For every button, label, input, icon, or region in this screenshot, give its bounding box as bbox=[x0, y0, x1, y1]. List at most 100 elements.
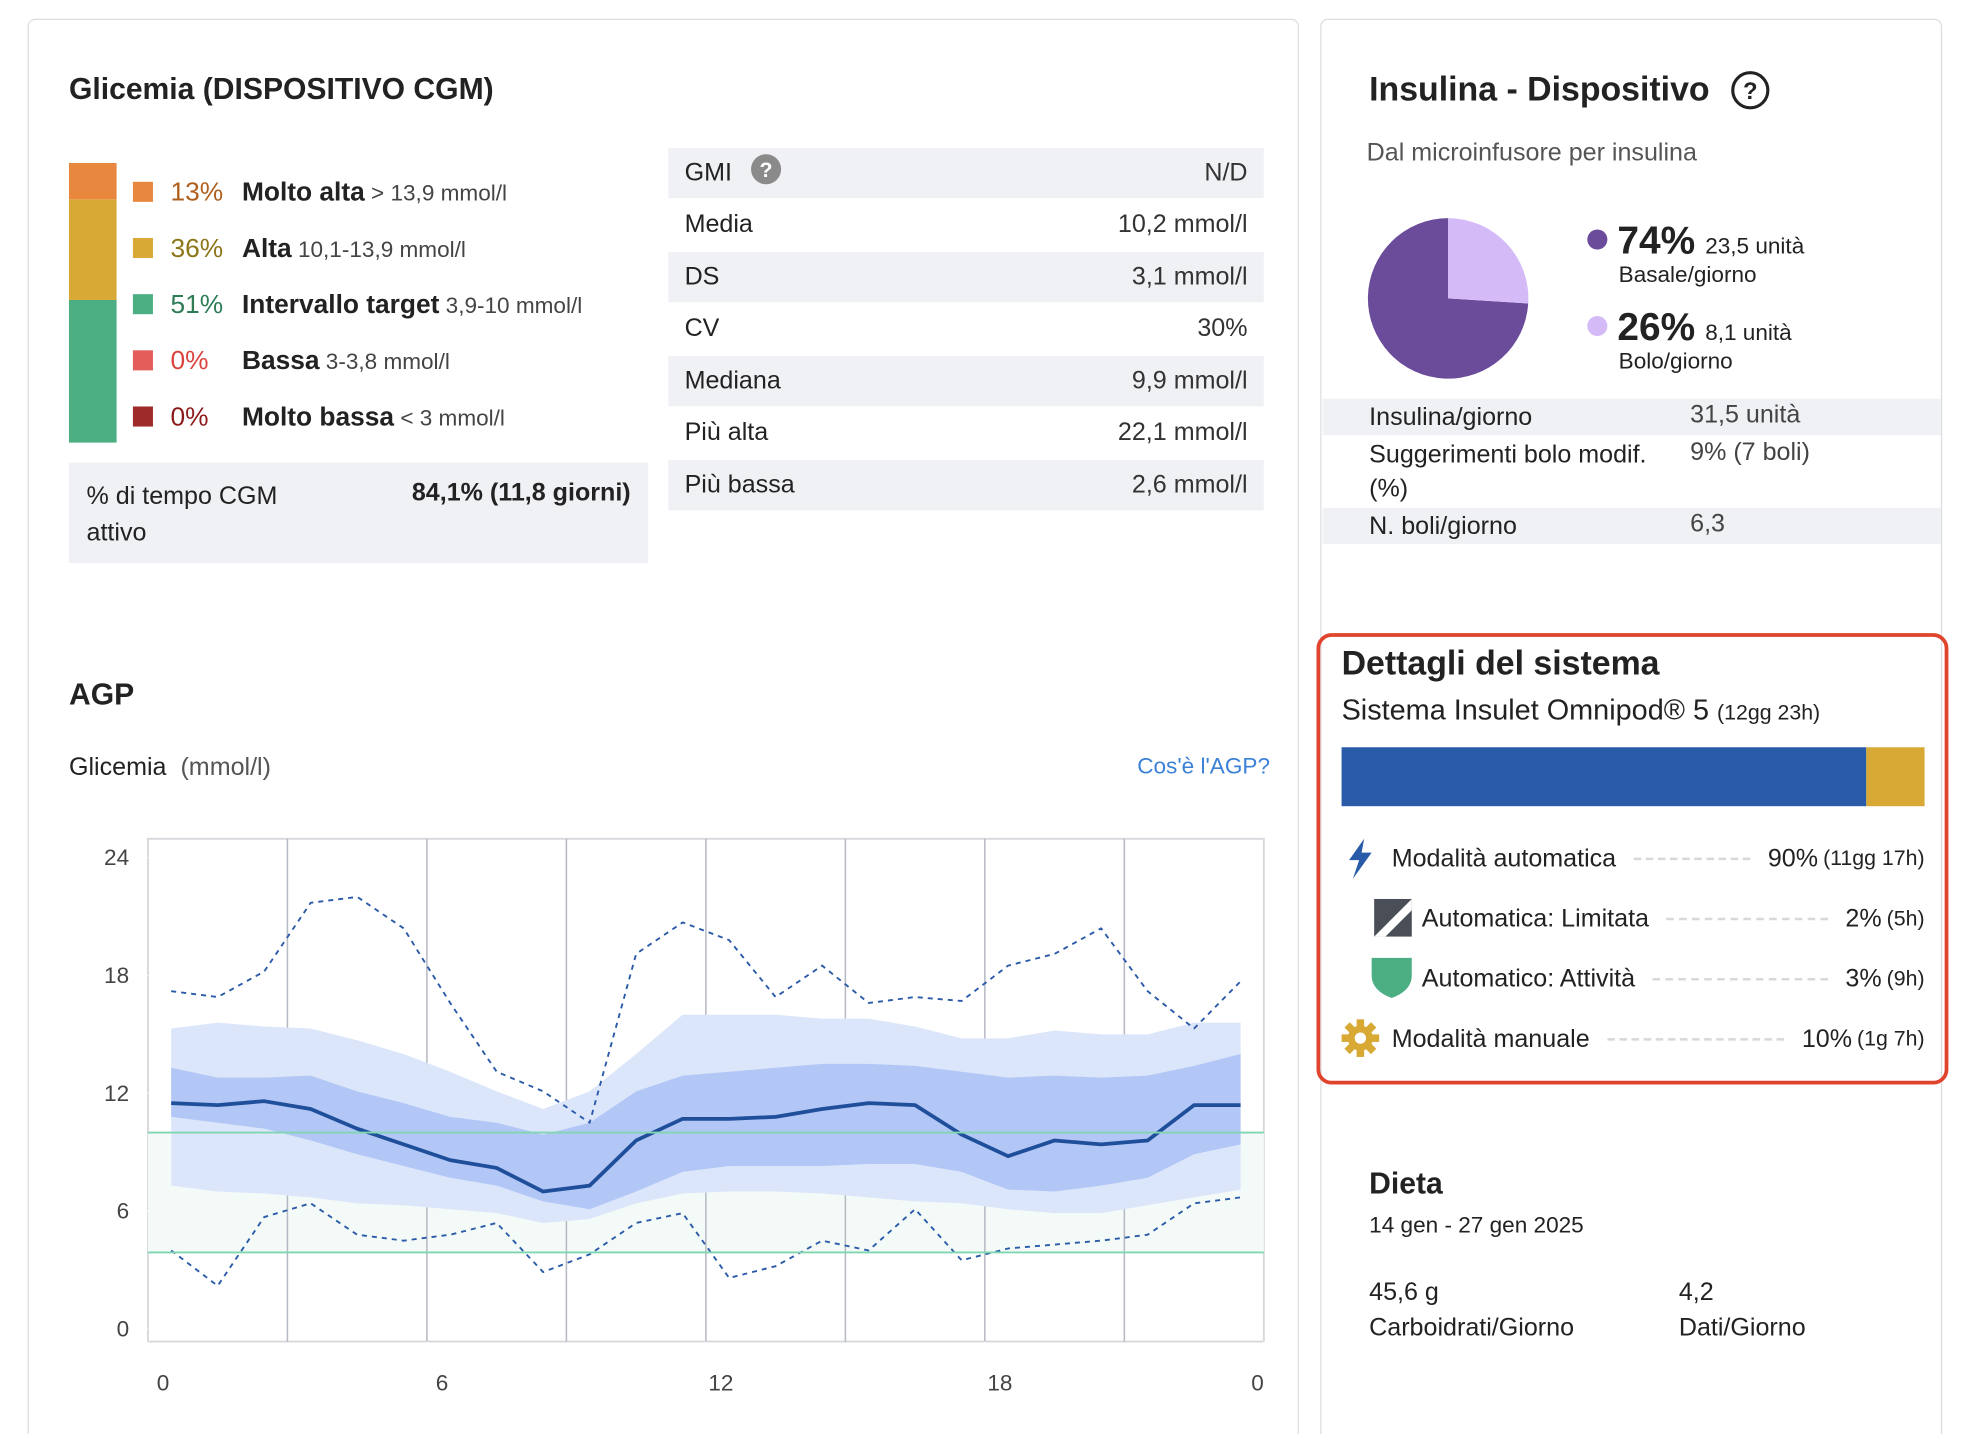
range-limit: 10,1-13,9 mmol/l bbox=[298, 237, 466, 262]
mode-time: (1g 7h) bbox=[1857, 1026, 1925, 1051]
legend-dot bbox=[1587, 315, 1608, 337]
stats-row: DS 3,1 mmol/l bbox=[668, 252, 1264, 303]
row-label: Suggerimenti bolo modif. (%) bbox=[1369, 441, 1647, 503]
name: Sistema Insulet Omnipod® 5 bbox=[1341, 693, 1710, 726]
cgm-active-box: % di tempo CGM attivo 84,1% (11,8 giorni… bbox=[68, 462, 649, 563]
diet-value: 4,2 bbox=[1678, 1278, 1714, 1307]
stats-row: CV 30% bbox=[668, 304, 1264, 354]
mode-icons bbox=[1341, 838, 1412, 1057]
mode-row: Modalità manuale 10% (1g 7h) bbox=[1392, 1021, 1925, 1059]
range-name: Molto alta bbox=[242, 177, 365, 207]
pie-pct: 74% bbox=[1617, 219, 1695, 262]
range-name: Molto bassa bbox=[242, 401, 394, 431]
stat-label: GMI bbox=[684, 158, 732, 187]
insulin-row: N. boli/giorno 6,3 bbox=[1322, 507, 1941, 545]
pie-category: Bolo/giorno bbox=[1619, 349, 1733, 374]
range-label: Intervallo target 3,9-10 mmol/l bbox=[242, 289, 582, 319]
mode-pct: 3% bbox=[1845, 964, 1882, 993]
mode-name: Automatico: Attività bbox=[1421, 964, 1636, 993]
section-title: Glicemia (DISPOSITIVO CGM) bbox=[68, 72, 494, 107]
stat-label: Più bassa bbox=[684, 470, 795, 499]
diet-label: Dati/Giorno bbox=[1678, 1313, 1806, 1342]
insulin-title: Insulina - Dispositivo bbox=[1369, 70, 1710, 108]
pie-label: 26% 8,1 unità bbox=[1617, 306, 1792, 349]
legend-dot bbox=[1587, 229, 1608, 250]
range-pct: 51% bbox=[171, 289, 224, 319]
range-name: Bassa bbox=[242, 345, 320, 375]
mode-pct: 10% bbox=[1801, 1024, 1853, 1053]
pie-amount: 8,1 unità bbox=[1705, 320, 1792, 345]
range-segment bbox=[68, 162, 117, 200]
pie-slice bbox=[1448, 218, 1529, 304]
diet-dates: 14 gen - 27 gen 2025 bbox=[1369, 1212, 1584, 1238]
mode-segment bbox=[1866, 747, 1925, 807]
stats-row: Più bassa 2,6 mmol/l bbox=[668, 460, 1264, 511]
pie-slice bbox=[1367, 218, 1529, 379]
median-line bbox=[171, 1099, 1241, 1194]
pie-amount: 23,5 unità bbox=[1705, 233, 1804, 258]
mode-bar bbox=[1341, 747, 1925, 807]
system-name: Sistema Insulet Omnipod® 5 (12gg 23h) bbox=[1342, 693, 1821, 727]
range-limit: 3-3,8 mmol/l bbox=[326, 349, 450, 374]
stat-label: CV bbox=[684, 314, 720, 343]
range-name: Alta bbox=[242, 233, 292, 263]
stats-row: Mediana 9,9 mmol/l bbox=[668, 356, 1264, 407]
mode-time: (9h) bbox=[1886, 966, 1925, 991]
range-pct: 0% bbox=[171, 401, 209, 431]
mode-segment bbox=[1341, 747, 1867, 807]
range-limit: < 3 mmol/l bbox=[400, 405, 505, 430]
stats-row: Media 10,2 mmol/l bbox=[668, 200, 1264, 250]
agp-link[interactable]: Cos'è l'AGP? bbox=[1137, 753, 1271, 779]
row-label: N. boli/giorno bbox=[1369, 512, 1517, 541]
cgm-active-value: 84,1% (11,8 giorni) bbox=[411, 478, 631, 507]
mode-row: Automatico: Attività 3% (9h) bbox=[1422, 960, 1925, 998]
unit: (mmol/l) bbox=[180, 753, 271, 782]
legend-swatch bbox=[132, 237, 153, 259]
range-chart: 13% Molto alta > 13,9 mmol/l 36% Alta 10,1-13… bbox=[68, 162, 582, 443]
range-segment bbox=[68, 199, 117, 300]
insulin-row: Insulina/giorno 31,5 unità bbox=[1322, 398, 1941, 436]
legend-swatch bbox=[132, 350, 153, 371]
y-tick-label: 24 bbox=[104, 845, 129, 870]
stat-value: 9,9 mmol/l bbox=[1131, 366, 1248, 395]
system-title: Dettagli del sistema bbox=[1341, 644, 1660, 683]
agp-axis-label: Glicemia (mmol/l) bbox=[69, 754, 271, 783]
stat-value: N/D bbox=[1204, 158, 1248, 187]
legend-swatch bbox=[132, 181, 153, 202]
range-pct: 36% bbox=[171, 233, 224, 263]
y-tick-label: 0 bbox=[117, 1317, 130, 1342]
diet-value: 45,6 g bbox=[1369, 1278, 1439, 1307]
row-label: Insulina/giorno bbox=[1369, 403, 1533, 432]
stat-value: 3,1 mmol/l bbox=[1131, 262, 1248, 291]
range-pct: 13% bbox=[171, 177, 224, 207]
range-limit: 3,9-10 mmol/l bbox=[446, 293, 583, 318]
diet-label: Carboidrati/Giorno bbox=[1369, 1313, 1575, 1342]
insulin-subtitle: Dal microinfusore per insulina bbox=[1366, 139, 1697, 167]
pie-pct: 26% bbox=[1617, 306, 1695, 349]
range-label: Molto bassa < 3 mmol/l bbox=[242, 401, 505, 431]
stat-label: Mediana bbox=[684, 366, 781, 395]
diet-title: Dieta bbox=[1369, 1167, 1443, 1202]
mode-time: (11gg 17h) bbox=[1823, 846, 1925, 871]
y-tick-label: 12 bbox=[104, 1081, 129, 1106]
mode-pct: 90% bbox=[1767, 844, 1819, 873]
stat-value: 10,2 mmol/l bbox=[1117, 210, 1248, 239]
stat-value: 2,6 mmol/l bbox=[1131, 470, 1248, 499]
row-value: 9% (7 boli) bbox=[1690, 438, 1810, 467]
help-icon[interactable]: ? bbox=[1728, 70, 1773, 113]
range-label: Bassa 3-3,8 mmol/l bbox=[242, 345, 450, 375]
y-tick-label: 18 bbox=[104, 963, 129, 988]
mode-name: Modalità manuale bbox=[1391, 1024, 1590, 1053]
mode-row: Modalità automatica 90% (11gg 17h) bbox=[1392, 840, 1925, 878]
row-value: 6,3 bbox=[1690, 510, 1725, 538]
dash bbox=[1652, 977, 1828, 981]
mode-name: Automatica: Limitata bbox=[1421, 904, 1650, 933]
stat-label: Più alta bbox=[684, 418, 769, 447]
legend-swatch bbox=[132, 294, 153, 315]
stat-label: DS bbox=[684, 262, 720, 291]
legend-swatch bbox=[132, 406, 153, 427]
mode-name: Modalità automatica bbox=[1391, 844, 1617, 873]
x-tick-label: 18 bbox=[987, 1370, 1012, 1395]
